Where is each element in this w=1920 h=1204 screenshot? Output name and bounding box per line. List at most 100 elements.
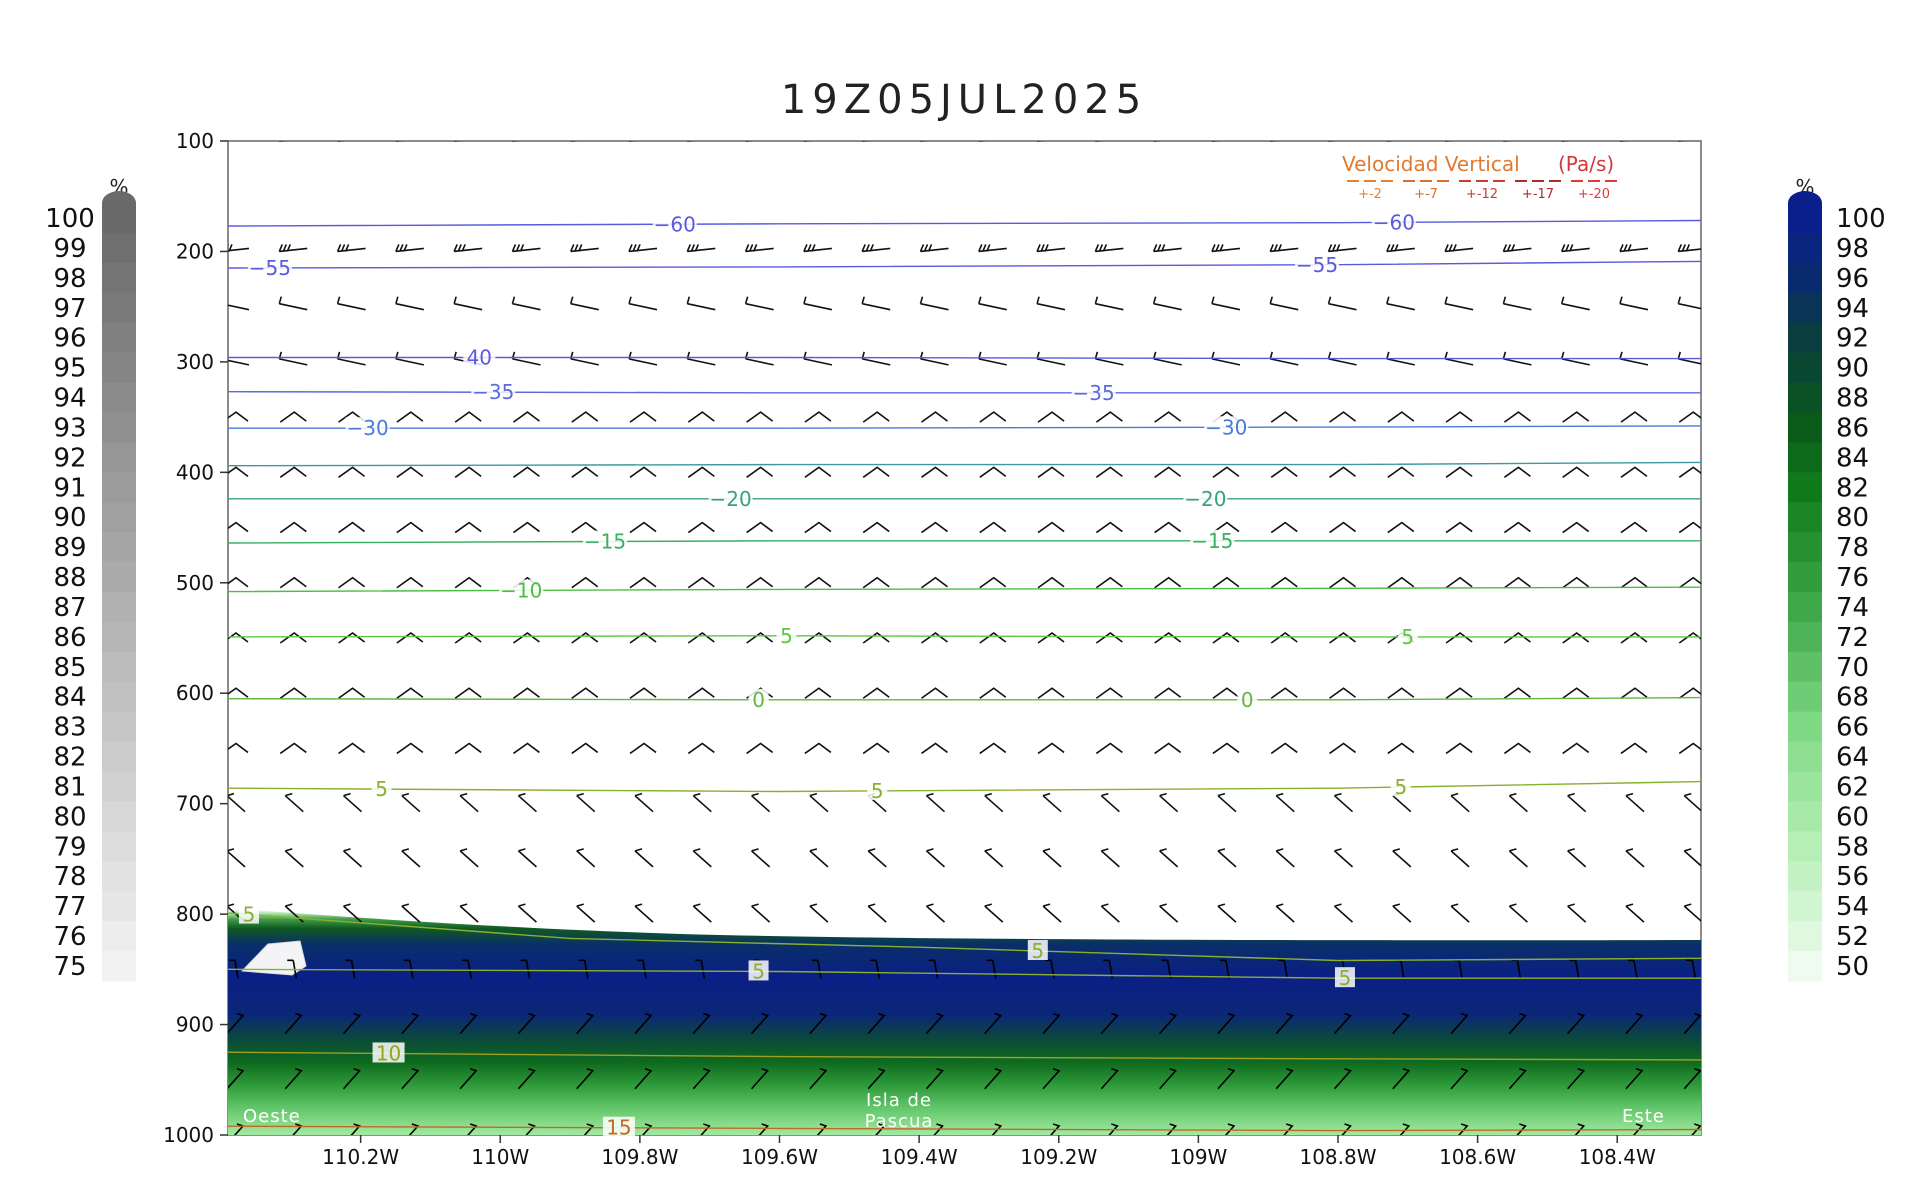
wind-barb: [512, 466, 540, 478]
wind-barb: [803, 141, 813, 142]
wind-barb: [1683, 848, 1701, 867]
wind-barb: [629, 411, 657, 423]
wind-barb: [1450, 903, 1470, 923]
wind-barb: [1270, 632, 1298, 644]
contour-label: 5: [1394, 775, 1407, 799]
contour-line: [228, 356, 1701, 360]
wind-barb: [228, 304, 250, 311]
wind-barb: [629, 632, 657, 644]
wind-barb: [628, 296, 658, 311]
wind-barb: [1269, 296, 1299, 311]
wind-barb: [687, 576, 715, 589]
wind-barb: [454, 742, 482, 755]
colorbar-label: 76: [1836, 563, 1869, 593]
contour-label: 5: [1401, 625, 1414, 649]
wind-barb: [641, 1123, 653, 1135]
contour-label-bg: [1190, 529, 1235, 550]
wind-barb: [1217, 792, 1237, 813]
colorbar-cell: [102, 921, 136, 952]
wind-barb: [1562, 521, 1590, 534]
colorbar-cell: [1788, 592, 1822, 623]
legend-title: Velocidad Vertical: [1342, 152, 1520, 176]
wind-barb: [809, 1012, 828, 1035]
colorbar-label: 66: [1836, 713, 1869, 743]
wind-barb: [1619, 296, 1649, 311]
wind-barb: [1095, 687, 1123, 699]
wind-barb: [1329, 521, 1356, 534]
wind-barb: [1341, 1123, 1352, 1135]
wind-barb: [1625, 1012, 1644, 1035]
wind-barb: [1678, 466, 1701, 478]
colorbar-cell: [102, 711, 136, 743]
wind-barb: [1037, 411, 1065, 423]
wind-barb: [512, 521, 540, 534]
wind-barb: [576, 848, 596, 868]
wind-barb: [978, 141, 988, 142]
wind-barb: [1036, 296, 1066, 311]
wind-barb: [454, 521, 482, 534]
wind-barb: [816, 1123, 828, 1135]
wind-barb: [1620, 466, 1648, 478]
colorbar-cell: [1788, 771, 1822, 803]
wind-barb: [1625, 792, 1645, 813]
wind-barb: [343, 848, 363, 868]
wind-barb: [921, 521, 948, 534]
wind-barb: [692, 1012, 711, 1035]
wind-barb: [862, 141, 872, 142]
wind-barb: [803, 296, 833, 311]
wind-barb: [1270, 466, 1298, 478]
wind-barb: [1386, 244, 1415, 253]
wind-barb: [925, 903, 946, 923]
wind-barb: [1212, 576, 1240, 589]
wind-barb: [525, 1123, 536, 1135]
colorbar-label: 82: [1836, 473, 1869, 503]
wind-barb: [1678, 576, 1701, 589]
colorbar-cell: [102, 532, 136, 563]
contour-label: 5: [243, 903, 256, 927]
wind-barb: [1574, 1123, 1586, 1135]
colorbar-cell: [1788, 352, 1822, 384]
contour-label: −35: [472, 380, 514, 404]
wind-barb: [228, 687, 249, 698]
wind-barb: [804, 411, 832, 423]
wind-barb: [1450, 1012, 1469, 1035]
wind-barb: [1511, 959, 1522, 979]
wind-barb: [1042, 903, 1062, 923]
legend-label: +-17: [1522, 187, 1554, 202]
wind-barb: [745, 141, 755, 142]
wind-barb: [1620, 576, 1648, 589]
wind-barb: [512, 141, 522, 142]
wind-barb: [1392, 848, 1412, 868]
wind-barb: [228, 742, 249, 754]
colorbar-label: 56: [1836, 862, 1869, 892]
colorbar-cell: [102, 232, 136, 264]
contour-label: 10: [376, 1041, 401, 1065]
contour-label: 5: [752, 959, 765, 983]
wind-barb: [1159, 1068, 1178, 1090]
colorbar-label: 94: [53, 384, 86, 414]
wind-barb: [862, 411, 890, 423]
wind-barb: [979, 632, 1007, 644]
wind-barb: [1327, 296, 1357, 311]
y-axis: 100 200 300 400 500 600 700 800 900 1000: [163, 129, 228, 1147]
wind-barb: [1217, 1068, 1236, 1090]
wind-barb: [454, 411, 482, 423]
wind-barb: [862, 687, 890, 699]
wind-barb: [751, 1068, 770, 1090]
colorbar-cell: [102, 472, 136, 503]
wind-barb: [1217, 903, 1237, 923]
wind-barb: [1166, 1123, 1178, 1135]
wind-barb: [979, 687, 1007, 699]
wind-barb: [1619, 351, 1649, 366]
wind-barb: [228, 1068, 245, 1089]
wind-barb: [1678, 742, 1701, 755]
wind-barb: [809, 903, 829, 923]
colorbar-label: 84: [53, 683, 86, 713]
wind-barb: [1042, 792, 1062, 813]
wind-barb: [517, 792, 537, 813]
wind-barb: [454, 576, 482, 589]
contour-line: [228, 425, 1701, 429]
wind-barb: [576, 1068, 595, 1090]
wind-barb: [338, 742, 366, 755]
wind-barb: [1387, 742, 1415, 755]
